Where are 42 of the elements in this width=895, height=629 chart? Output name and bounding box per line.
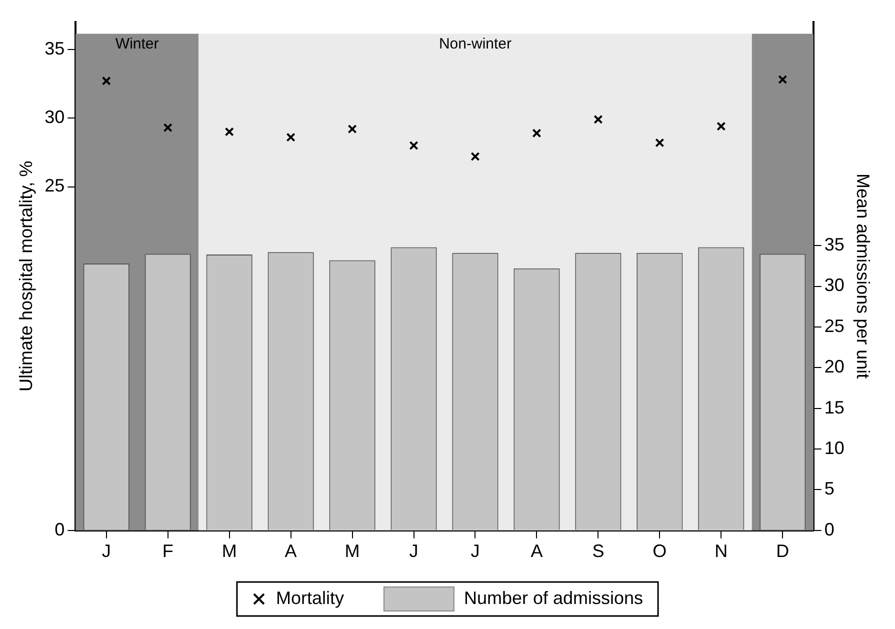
- x-tick-label: J: [102, 541, 111, 562]
- x-tick-label: J: [470, 541, 480, 562]
- band-label: Winter: [115, 35, 159, 52]
- y2-tick-label: 0: [824, 519, 834, 540]
- point: [286, 132, 296, 142]
- legend-label: Number of admissions: [464, 588, 644, 608]
- y2-tick-label: 5: [824, 478, 834, 499]
- x-tick-label: A: [530, 541, 543, 562]
- point: [224, 127, 234, 136]
- x-tick-label: O: [652, 541, 667, 562]
- x-tick-label: A: [284, 541, 297, 562]
- y-tick-label: 35: [44, 38, 65, 58]
- y2-tick-label: 35: [824, 234, 844, 255]
- x-tick-label: M: [222, 541, 237, 562]
- point: [163, 123, 172, 132]
- point: [655, 138, 664, 148]
- point: [102, 76, 111, 86]
- y2-tick-label: 30: [824, 275, 844, 296]
- point: [778, 75, 788, 84]
- y-axis-title: Ultimate hospital mortality, %: [16, 160, 36, 392]
- x-tick-label: J: [409, 541, 418, 562]
- y-tick-label: 25: [44, 176, 65, 196]
- y2-tick-label: 15: [824, 397, 844, 418]
- point: [716, 122, 726, 131]
- y2-tick-label: 20: [824, 356, 844, 377]
- y-tick-label: 0: [54, 519, 65, 540]
- point: [594, 114, 603, 124]
- x-tick-label: D: [776, 541, 790, 562]
- y2-tick-label: 25: [824, 316, 844, 336]
- point: [532, 128, 542, 138]
- point: [470, 152, 480, 162]
- x-tick-label: M: [344, 541, 360, 562]
- point: [409, 140, 418, 150]
- x-tick-label: F: [162, 541, 174, 562]
- y-tick-label: 30: [44, 106, 65, 127]
- point: [348, 124, 357, 134]
- x-tick-label: N: [714, 541, 728, 562]
- y2-axis-title: Mean admissions per unit: [853, 174, 874, 379]
- band-label: Non-winter: [438, 35, 512, 52]
- x-tick-label: S: [592, 541, 604, 562]
- y2-tick-label: 10: [824, 438, 844, 458]
- legend-label: Mortality: [276, 588, 344, 608]
